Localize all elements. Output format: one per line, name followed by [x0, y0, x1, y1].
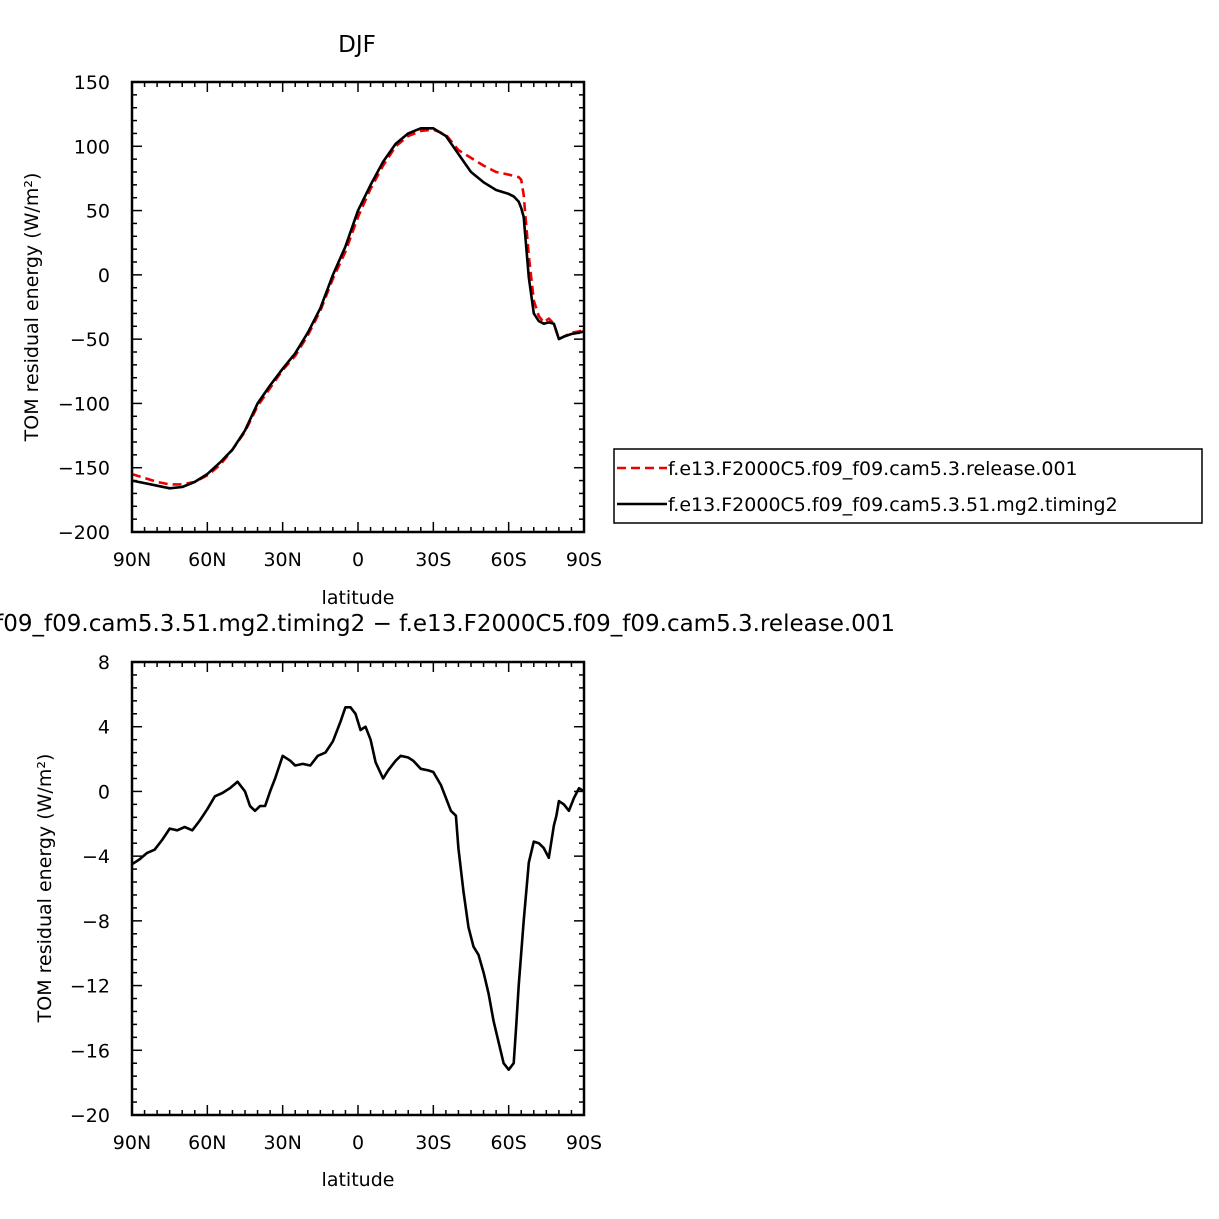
bottom-y-tick-label: −8 [82, 911, 110, 933]
top-plot-title: DJF [338, 32, 376, 58]
top-y-tick-label: 0 [98, 265, 110, 287]
bottom-x-tick-label: 60S [491, 1132, 527, 1154]
top-x-axis-title: latitude [322, 587, 395, 609]
top-panel: DJF 90N 60N 30N 0 30S 60S 90S −200 −150 −100 −50 0 5… [21, 32, 1203, 609]
bottom-series-line-0 [131, 706, 585, 1071]
top-series-layer [131, 127, 585, 490]
top-x-tick-label: 90S [566, 549, 602, 571]
top-x-tick-label: 60N [188, 549, 226, 571]
top-x-tick-label: 60S [491, 549, 527, 571]
bottom-series-layer [131, 706, 585, 1071]
bottom-y-tick-label: 4 [98, 717, 110, 739]
top-y-tick-label: −50 [70, 329, 110, 351]
bottom-y-axis-title: TOM residual energy (W/m²) [34, 754, 56, 1024]
top-series-line-0 [131, 128, 585, 486]
bottom-panel: f.e13.F2000C5.f09_f09.cam5.3.51.mg2.timi… [0, 611, 895, 1191]
top-x-tick-label: 30N [263, 549, 301, 571]
top-y-tick-label: 50 [86, 201, 110, 223]
top-y-tick-label: −100 [58, 393, 110, 415]
top-y-tick-label: 150 [74, 72, 110, 94]
bottom-plot-title: f.e13.F2000C5.f09_f09.cam5.3.51.mg2.timi… [0, 611, 895, 637]
top-y-axis-title: TOM residual energy (W/m²) [21, 173, 43, 443]
legend-box [613, 448, 1203, 524]
bottom-plot-frame [130, 660, 586, 1117]
legend-label-timing2: f.e13.F2000C5.f09_f09.cam5.3.51.mg2.timi… [668, 494, 1118, 516]
top-x-tick-label: 90N [113, 549, 151, 571]
bottom-y-tick-label: 8 [98, 652, 110, 674]
top-legend: f.e13.F2000C5.f09_f09.cam5.3.release.001… [613, 448, 1203, 524]
top-x-tick-label: 30S [415, 549, 451, 571]
bottom-x-tick-label: 30N [263, 1132, 301, 1154]
bottom-y-tick-label: 0 [98, 781, 110, 803]
bottom-y-tick-label: −16 [70, 1040, 110, 1062]
legend-label-release: f.e13.F2000C5.f09_f09.cam5.3.release.001 [668, 458, 1078, 480]
top-series-line-1 [131, 127, 585, 490]
bottom-y-tick-label: −4 [82, 846, 110, 868]
top-y-tick-label: 100 [74, 136, 110, 158]
bottom-y-tick-label: −20 [70, 1105, 110, 1127]
bottom-x-tick-label: 30S [415, 1132, 451, 1154]
bottom-x-tick-label: 60N [188, 1132, 226, 1154]
bottom-x-tick-label: 90S [566, 1132, 602, 1154]
bottom-x-axis-title: latitude [322, 1169, 395, 1191]
top-y-tick-label: −150 [58, 458, 110, 480]
top-plot-frame [130, 80, 586, 534]
bottom-x-tick-label: 0 [352, 1132, 364, 1154]
bottom-y-tick-label: −12 [70, 976, 110, 998]
top-x-tick-label: 0 [352, 549, 364, 571]
bottom-x-tick-label: 90N [113, 1132, 151, 1154]
top-axes: 90N 60N 30N 0 30S 60S 90S −200 −150 −100 −50 0 50 100… [58, 72, 602, 571]
top-y-tick-label: −200 [58, 522, 110, 544]
bottom-axes: 90N 60N 30N 0 30S 60S 90S −20 −16 −12 −8 −4 0 4 8 [70, 652, 602, 1154]
